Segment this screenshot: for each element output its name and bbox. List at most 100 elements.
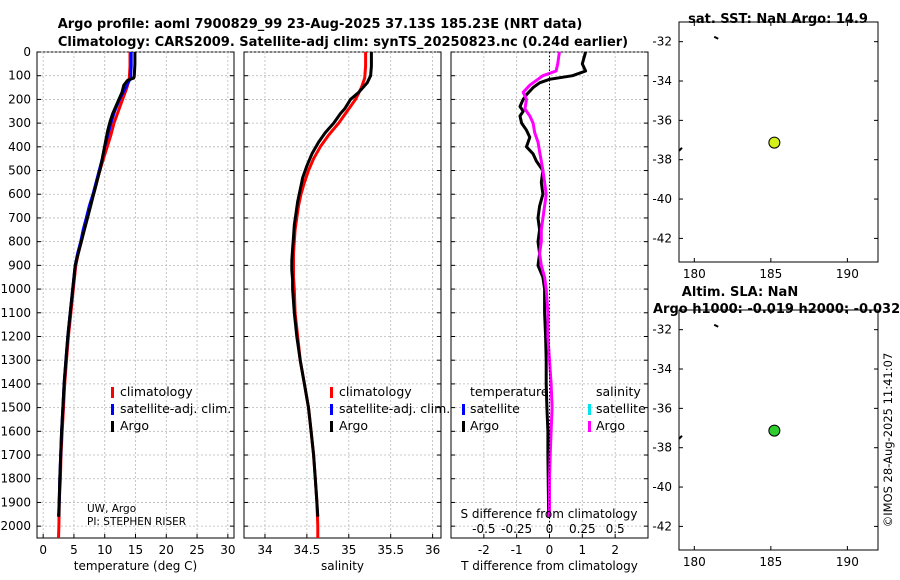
x-tick-label: -2 — [478, 543, 490, 557]
sla-map-panel: -42 -40 -38 -36 -34 -32 180 185 190 Altim. SLA: N… — [652, 285, 900, 569]
x-tick-label: 35 — [341, 543, 356, 557]
x-tick-label: -1 — [511, 543, 523, 557]
x-tick-label: 15 — [128, 543, 143, 557]
x-tick-label: 35.5 — [377, 543, 404, 557]
series-line-0 — [518, 51, 588, 517]
lat-tick-label: -38 — [652, 441, 672, 455]
depth-tick-label: 1100 — [0, 306, 31, 320]
temperature-panel: 0100200300400500600700800900100011001200… — [0, 45, 235, 573]
lat-tick-label: -42 — [652, 519, 672, 533]
depth-tick-label: 500 — [8, 164, 31, 178]
x-tick-label: 2 — [611, 543, 619, 557]
sla-title: Altim. SLA: NaN — [682, 285, 798, 300]
salinity-panel: 34 34.5 35 35.5 36 salinity climatology satelli… — [243, 51, 450, 573]
legend-swatch — [111, 404, 114, 415]
legend-swatch — [111, 387, 114, 398]
legend-label: Argo — [470, 418, 499, 433]
x-tick-label: 30 — [220, 543, 235, 557]
legend-swatch — [462, 421, 465, 432]
coastline-fragment — [713, 35, 719, 40]
depth-tick-label: 300 — [8, 116, 31, 130]
depth-tick-label: 100 — [8, 69, 31, 83]
lat-tick-label: -34 — [652, 74, 672, 88]
x-tick-label: 25 — [189, 543, 204, 557]
argo-position-marker — [768, 136, 781, 149]
coastline-fragment — [678, 435, 683, 440]
depth-tick-label: 1000 — [0, 282, 31, 296]
x-tick-label: 0 — [546, 543, 554, 557]
lat-tick-label: -32 — [652, 323, 672, 337]
series-line-1 — [290, 52, 373, 517]
depth-tick-label: 1700 — [0, 448, 31, 462]
lat-tick-label: -38 — [652, 153, 672, 167]
pi-label-1: UW, Argo — [87, 503, 136, 515]
depth-tick-label: 900 — [8, 258, 31, 272]
legend-label: climatology — [120, 384, 193, 399]
depth-tick-label: 1200 — [0, 329, 31, 343]
legend-swatch — [330, 404, 333, 415]
legend-swatch — [588, 404, 591, 415]
coastline-fragment — [678, 147, 683, 152]
depth-tick-label: 800 — [8, 235, 31, 249]
legend-swatch — [462, 404, 465, 415]
pi-label-2: PI: STEPHEN RISER — [87, 516, 186, 528]
x-tick-label: 36 — [425, 543, 440, 557]
series-line-1 — [521, 51, 561, 517]
depth-tick-label: 700 — [8, 211, 31, 225]
legend-label: satellite-adj. clim. — [120, 401, 231, 416]
title-line-1: Argo profile: aoml 7900829_99 23-Aug-202… — [58, 17, 583, 32]
x-tick-label-2: 0.25 — [569, 522, 596, 536]
x-axis-label: temperature (deg C) — [74, 559, 197, 573]
depth-tick-label: 2000 — [0, 519, 31, 533]
x-tick-label: 10 — [97, 543, 112, 557]
depth-tick-label: 1500 — [0, 401, 31, 415]
depth-tick-label: 1900 — [0, 495, 31, 509]
x-tick-label: 5 — [70, 543, 78, 557]
depth-tick-label: 200 — [8, 92, 31, 106]
depth-tick-label: 0 — [23, 45, 31, 59]
legend-label: climatology — [339, 384, 412, 399]
x-axis-label: T difference from climatology — [460, 559, 638, 573]
plot-frame — [243, 51, 442, 539]
x-tick-label: 20 — [159, 543, 174, 557]
depth-tick-label: 600 — [8, 187, 31, 201]
legend-swatch — [330, 387, 333, 398]
lat-tick-label: -40 — [652, 192, 672, 206]
lon-tick-label: 190 — [836, 267, 859, 281]
x-tick-label-2: -0.25 — [501, 522, 532, 536]
legend-title-right: salinity — [596, 384, 641, 399]
imos-stamp: ©IMOS 28-Aug-2025 11:41:07 — [881, 353, 895, 528]
lon-tick-label: 185 — [759, 267, 782, 281]
series-line-2 — [57, 52, 137, 517]
lat-tick-label: -42 — [652, 231, 672, 245]
legend-label: Argo — [120, 418, 149, 433]
lat-tick-label: -40 — [652, 480, 672, 494]
depth-tick-label: 1300 — [0, 353, 31, 367]
legend-swatch — [588, 421, 591, 432]
lat-tick-label: -36 — [652, 113, 672, 127]
lat-tick-label: -32 — [652, 35, 672, 49]
legend-swatch — [111, 421, 114, 432]
lon-tick-label: 190 — [836, 555, 859, 569]
difference-panel: -2 -1 0 1 2 T difference from climatology S di… — [450, 51, 649, 573]
legend-label: Argo — [339, 418, 368, 433]
x-tick-label-2: 0.5 — [606, 522, 625, 536]
title-line-2: Climatology: CARS2009. Satellite-adj cli… — [58, 35, 628, 50]
lat-tick-label: -36 — [652, 401, 672, 415]
lon-tick-label: 180 — [683, 267, 706, 281]
lon-tick-label: 185 — [759, 555, 782, 569]
x-tick-label: 1 — [579, 543, 587, 557]
argo-position-marker — [768, 424, 781, 437]
legend-label: Argo — [596, 418, 625, 433]
lat-tick-label: -34 — [652, 362, 672, 376]
sst-title: sat. SST: NaN Argo: 14.9 — [688, 12, 868, 27]
coastline-fragment — [713, 323, 719, 328]
lon-tick-label: 180 — [683, 555, 706, 569]
x-axis-label: salinity — [321, 559, 364, 573]
depth-tick-label: 1800 — [0, 472, 31, 486]
x-tick-label: 34 — [257, 543, 272, 557]
legend-label: satellite — [470, 401, 520, 416]
x-tick-label: 34.5 — [294, 543, 321, 557]
legend-title-left: temperature — [470, 384, 549, 399]
x-tick-label-2: 0 — [546, 522, 554, 536]
